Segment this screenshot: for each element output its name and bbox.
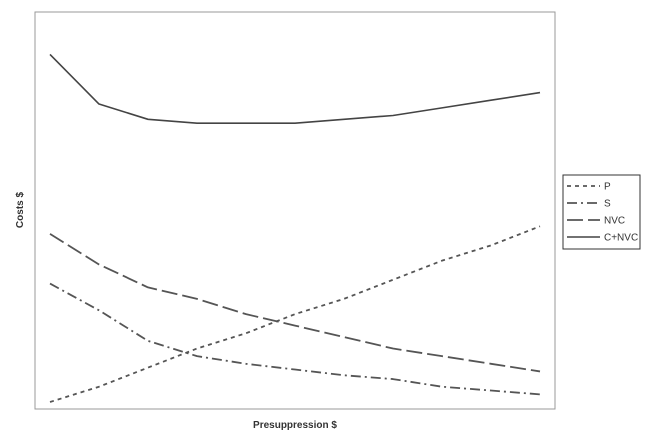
legend-item-s: S <box>567 199 611 210</box>
legend-label-s: S <box>604 199 611 210</box>
legend-label-p: P <box>604 182 611 193</box>
legend-item-c-nvc: C+NVC <box>567 233 638 244</box>
legend-items: PS NVC C+NVC <box>567 182 638 244</box>
series-layer <box>49 53 541 403</box>
legend-label-c-nvc: C+NVC <box>604 233 638 244</box>
x-axis-title: Presuppression $ <box>253 420 337 431</box>
series-line-p <box>49 225 541 403</box>
legend-label-nvc: NVC <box>604 216 625 227</box>
y-axis-title: Costs $ <box>15 192 26 229</box>
series-line-c-nvc <box>49 53 541 124</box>
legend-item-p: P <box>567 182 611 193</box>
plot-area-frame <box>34 11 556 410</box>
series-line-nvc <box>49 233 541 373</box>
series-line-s <box>49 282 541 396</box>
legend-item-nvc: NVC <box>567 216 625 227</box>
legend: PS NVC C+NVC <box>562 174 641 250</box>
